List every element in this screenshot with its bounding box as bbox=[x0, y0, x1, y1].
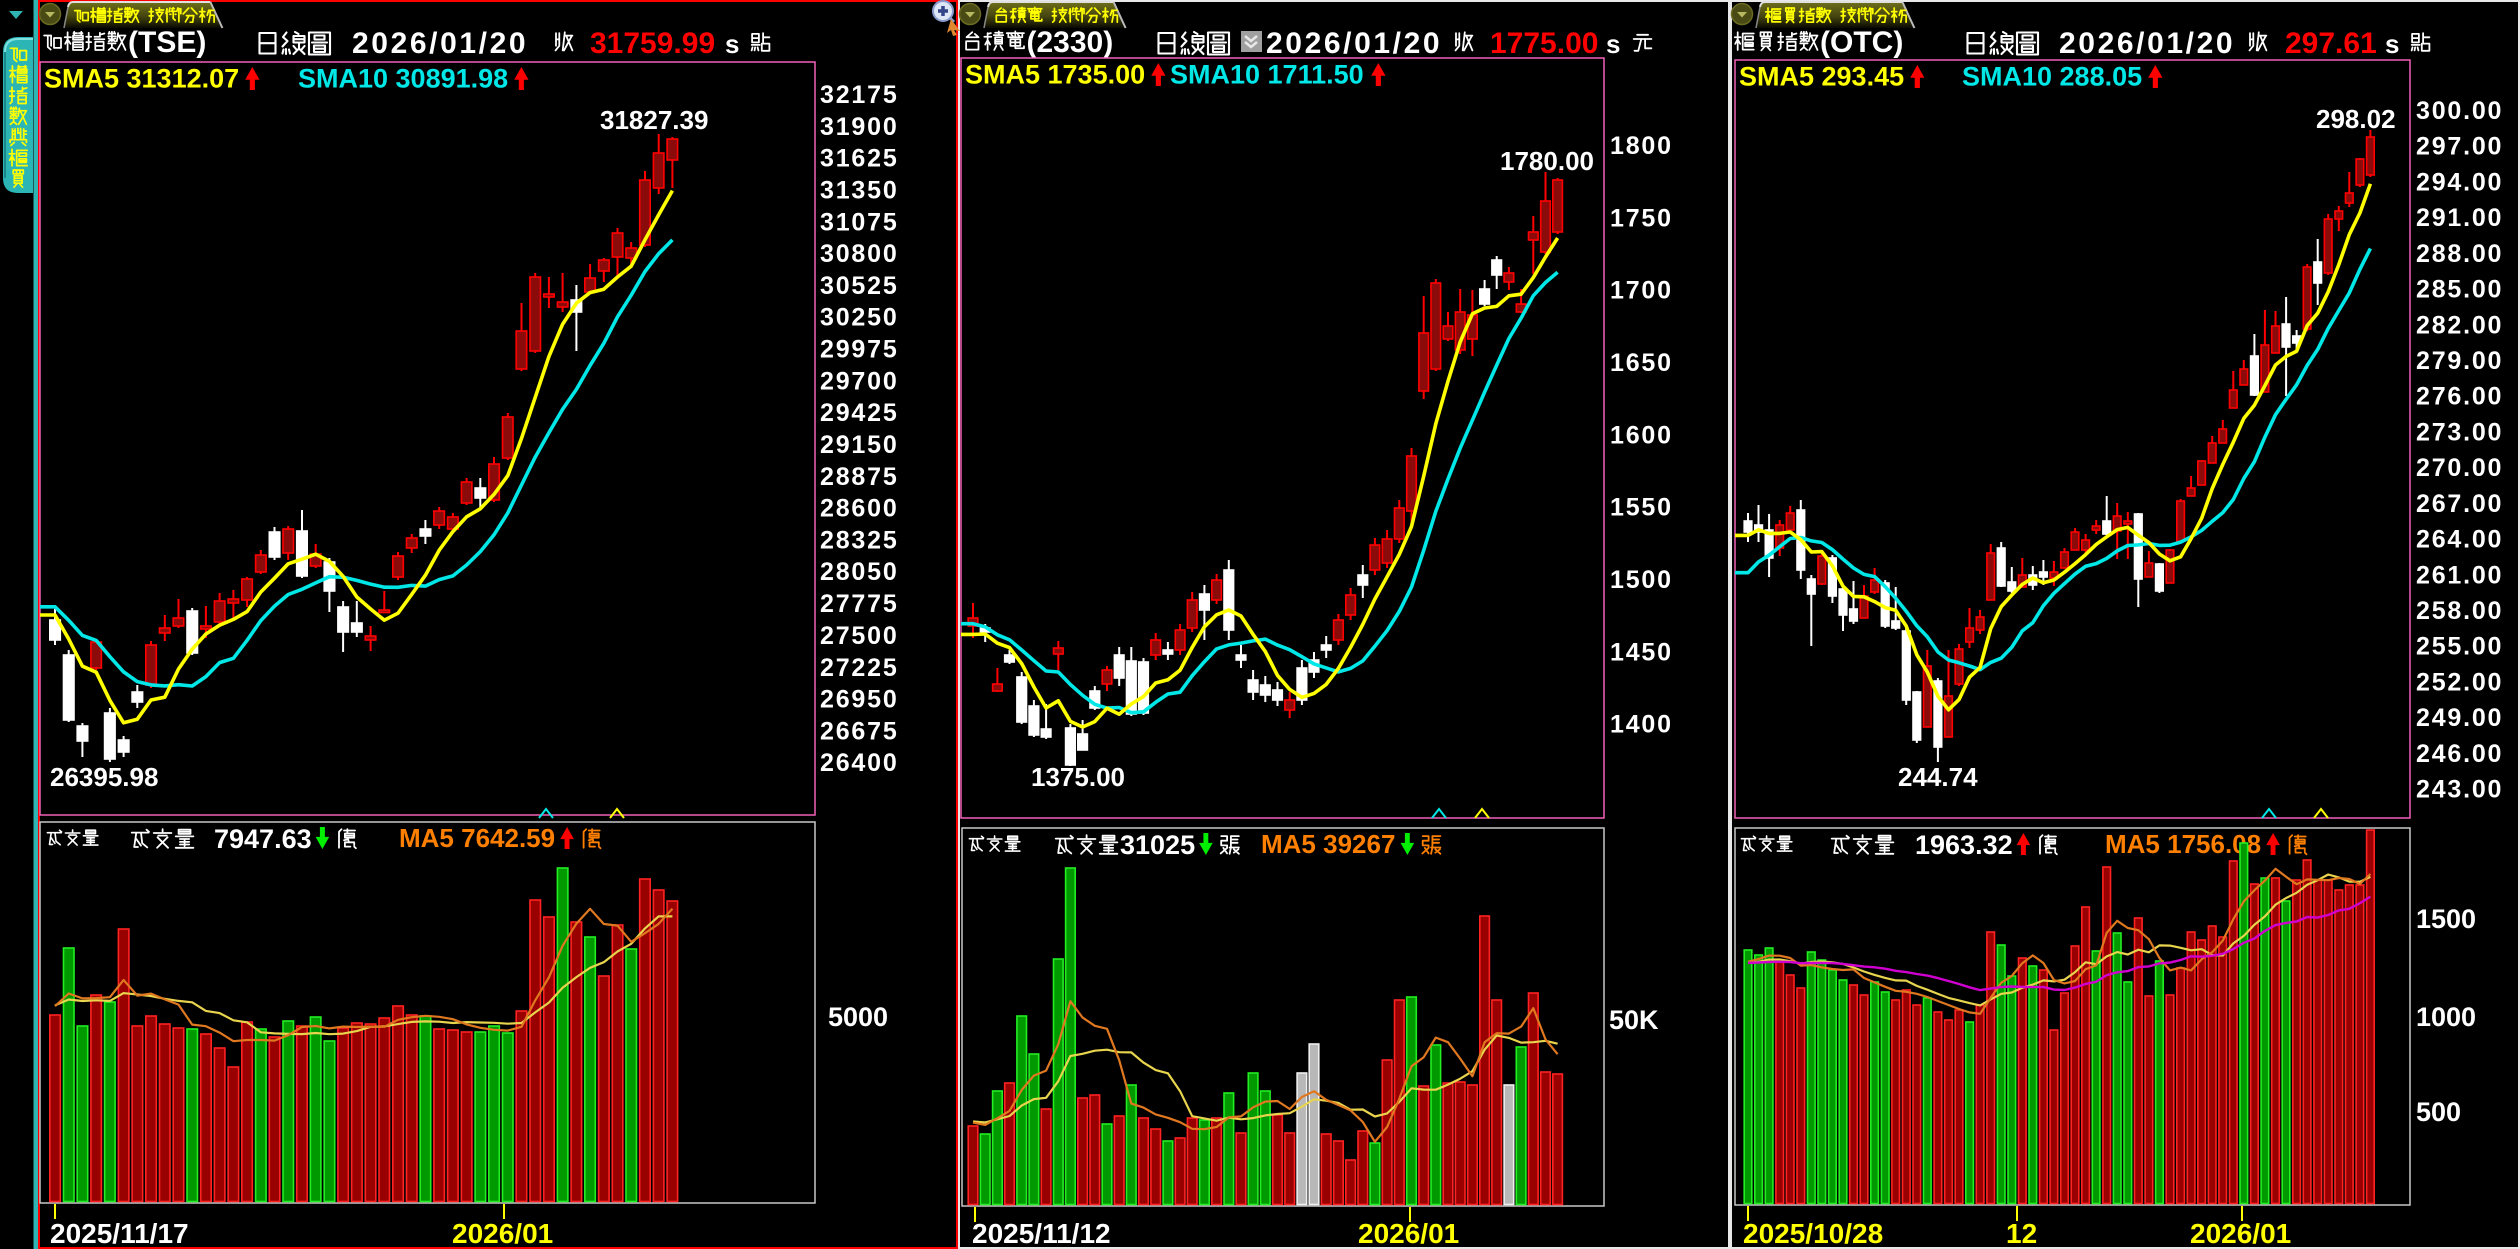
svg-text:1800: 1800 bbox=[1610, 132, 1673, 160]
svg-text:29150: 29150 bbox=[820, 431, 899, 459]
svg-text:1500: 1500 bbox=[2416, 904, 2476, 934]
svg-text:2025/11/12: 2025/11/12 bbox=[972, 1218, 1111, 1249]
svg-text:7947.63: 7947.63 bbox=[214, 824, 312, 854]
svg-text:258.00: 258.00 bbox=[2416, 597, 2503, 625]
svg-text:31625: 31625 bbox=[820, 145, 899, 173]
svg-text:31075: 31075 bbox=[820, 208, 899, 236]
svg-text:30800: 30800 bbox=[820, 240, 899, 268]
svg-text:1780.00: 1780.00 bbox=[1500, 146, 1594, 176]
svg-text:SMA5 1735.00: SMA5 1735.00 bbox=[965, 60, 1145, 90]
svg-text:255.00: 255.00 bbox=[2416, 633, 2503, 661]
svg-text:31900: 31900 bbox=[820, 113, 899, 141]
svg-text:2025/10/28: 2025/10/28 bbox=[1743, 1218, 1883, 1249]
svg-text:26395.98: 26395.98 bbox=[50, 762, 158, 792]
svg-text:MA5 39267: MA5 39267 bbox=[1261, 829, 1395, 859]
svg-text:279.00: 279.00 bbox=[2416, 347, 2503, 375]
svg-text:5000: 5000 bbox=[828, 1002, 888, 1032]
svg-text:27225: 27225 bbox=[820, 654, 899, 682]
svg-text:298.02: 298.02 bbox=[2316, 104, 2396, 134]
svg-text:291.00: 291.00 bbox=[2416, 204, 2503, 232]
svg-text:249.00: 249.00 bbox=[2416, 704, 2503, 732]
svg-text:1700: 1700 bbox=[1610, 277, 1673, 305]
svg-text:2026/01: 2026/01 bbox=[452, 1218, 553, 1249]
svg-text:27775: 27775 bbox=[820, 590, 899, 618]
svg-text:MA5 1756.08: MA5 1756.08 bbox=[2105, 829, 2261, 859]
svg-text:31827.39: 31827.39 bbox=[600, 105, 708, 135]
svg-text:2026/01/20: 2026/01/20 bbox=[2059, 27, 2235, 60]
svg-text:1650: 1650 bbox=[1610, 349, 1673, 377]
svg-text:MA5 7642.59: MA5 7642.59 bbox=[399, 823, 555, 853]
svg-text:28600: 28600 bbox=[820, 495, 899, 523]
svg-text:50K: 50K bbox=[1609, 1005, 1659, 1035]
svg-text:276.00: 276.00 bbox=[2416, 383, 2503, 411]
svg-text:264.00: 264.00 bbox=[2416, 526, 2503, 554]
svg-text:(TSE): (TSE) bbox=[128, 26, 206, 59]
svg-text:273.00: 273.00 bbox=[2416, 418, 2503, 446]
svg-text:267.00: 267.00 bbox=[2416, 490, 2503, 518]
svg-text:1775.00: 1775.00 bbox=[1490, 27, 1598, 60]
svg-text:12: 12 bbox=[2006, 1218, 2037, 1249]
svg-text:297.00: 297.00 bbox=[2416, 133, 2503, 161]
svg-text:1375.00: 1375.00 bbox=[1031, 762, 1125, 792]
svg-text:28325: 28325 bbox=[820, 526, 899, 554]
svg-text:288.00: 288.00 bbox=[2416, 240, 2503, 268]
svg-text:SMA10 30891.98: SMA10 30891.98 bbox=[298, 64, 508, 94]
svg-text:29975: 29975 bbox=[820, 336, 899, 364]
svg-text:26400: 26400 bbox=[820, 749, 899, 777]
svg-text:26675: 26675 bbox=[820, 717, 899, 745]
svg-text:29700: 29700 bbox=[820, 367, 899, 395]
svg-text:31025: 31025 bbox=[1120, 830, 1195, 860]
svg-text:31350: 31350 bbox=[820, 177, 899, 205]
svg-text:s: s bbox=[725, 29, 739, 59]
svg-text:29425: 29425 bbox=[820, 399, 899, 427]
svg-text:SMA10 1711.50: SMA10 1711.50 bbox=[1170, 60, 1364, 90]
svg-text:31759.99: 31759.99 bbox=[590, 27, 715, 60]
svg-text:28050: 28050 bbox=[820, 558, 899, 586]
svg-text:s: s bbox=[1606, 29, 1620, 59]
svg-text:261.00: 261.00 bbox=[2416, 561, 2503, 589]
svg-text:1400: 1400 bbox=[1610, 711, 1673, 739]
svg-text:1450: 1450 bbox=[1610, 638, 1673, 666]
svg-text:246.00: 246.00 bbox=[2416, 740, 2503, 768]
svg-text:SMA5 31312.07: SMA5 31312.07 bbox=[44, 64, 239, 94]
svg-text:30525: 30525 bbox=[820, 272, 899, 300]
svg-text:1750: 1750 bbox=[1610, 204, 1673, 232]
svg-text:s: s bbox=[2385, 29, 2399, 59]
svg-text:2026/01/20: 2026/01/20 bbox=[352, 27, 528, 60]
svg-text:243.00: 243.00 bbox=[2416, 776, 2503, 804]
svg-text:30250: 30250 bbox=[820, 304, 899, 332]
svg-text:2025/11/17: 2025/11/17 bbox=[50, 1218, 189, 1249]
svg-text:SMA5 293.45: SMA5 293.45 bbox=[1739, 62, 1904, 92]
svg-text:1600: 1600 bbox=[1610, 421, 1673, 449]
svg-text:1963.32: 1963.32 bbox=[1915, 830, 2013, 860]
svg-text:297.61: 297.61 bbox=[2285, 27, 2377, 60]
svg-text:(OTC): (OTC) bbox=[1820, 26, 1903, 59]
svg-text:32175: 32175 bbox=[820, 81, 899, 109]
svg-text:285.00: 285.00 bbox=[2416, 276, 2503, 304]
svg-text:252.00: 252.00 bbox=[2416, 668, 2503, 696]
svg-text:2026/01/20: 2026/01/20 bbox=[1266, 27, 1442, 60]
svg-text:27500: 27500 bbox=[820, 622, 899, 650]
svg-text:1550: 1550 bbox=[1610, 494, 1673, 522]
svg-text:26950: 26950 bbox=[820, 686, 899, 714]
svg-text:SMA10 288.05: SMA10 288.05 bbox=[1962, 62, 2142, 92]
svg-text:294.00: 294.00 bbox=[2416, 168, 2503, 196]
svg-text:2026/01: 2026/01 bbox=[2190, 1218, 2291, 1249]
svg-text:500: 500 bbox=[2416, 1097, 2461, 1127]
svg-text:282.00: 282.00 bbox=[2416, 311, 2503, 339]
svg-text:244.74: 244.74 bbox=[1898, 762, 1978, 792]
svg-text:1000: 1000 bbox=[2416, 1002, 2476, 1032]
svg-text:270.00: 270.00 bbox=[2416, 454, 2503, 482]
svg-text:28875: 28875 bbox=[820, 463, 899, 491]
svg-text:300.00: 300.00 bbox=[2416, 97, 2503, 125]
svg-text:(2330): (2330) bbox=[1027, 26, 1114, 59]
svg-text:2026/01: 2026/01 bbox=[1358, 1218, 1459, 1249]
svg-text:1500: 1500 bbox=[1610, 566, 1673, 594]
